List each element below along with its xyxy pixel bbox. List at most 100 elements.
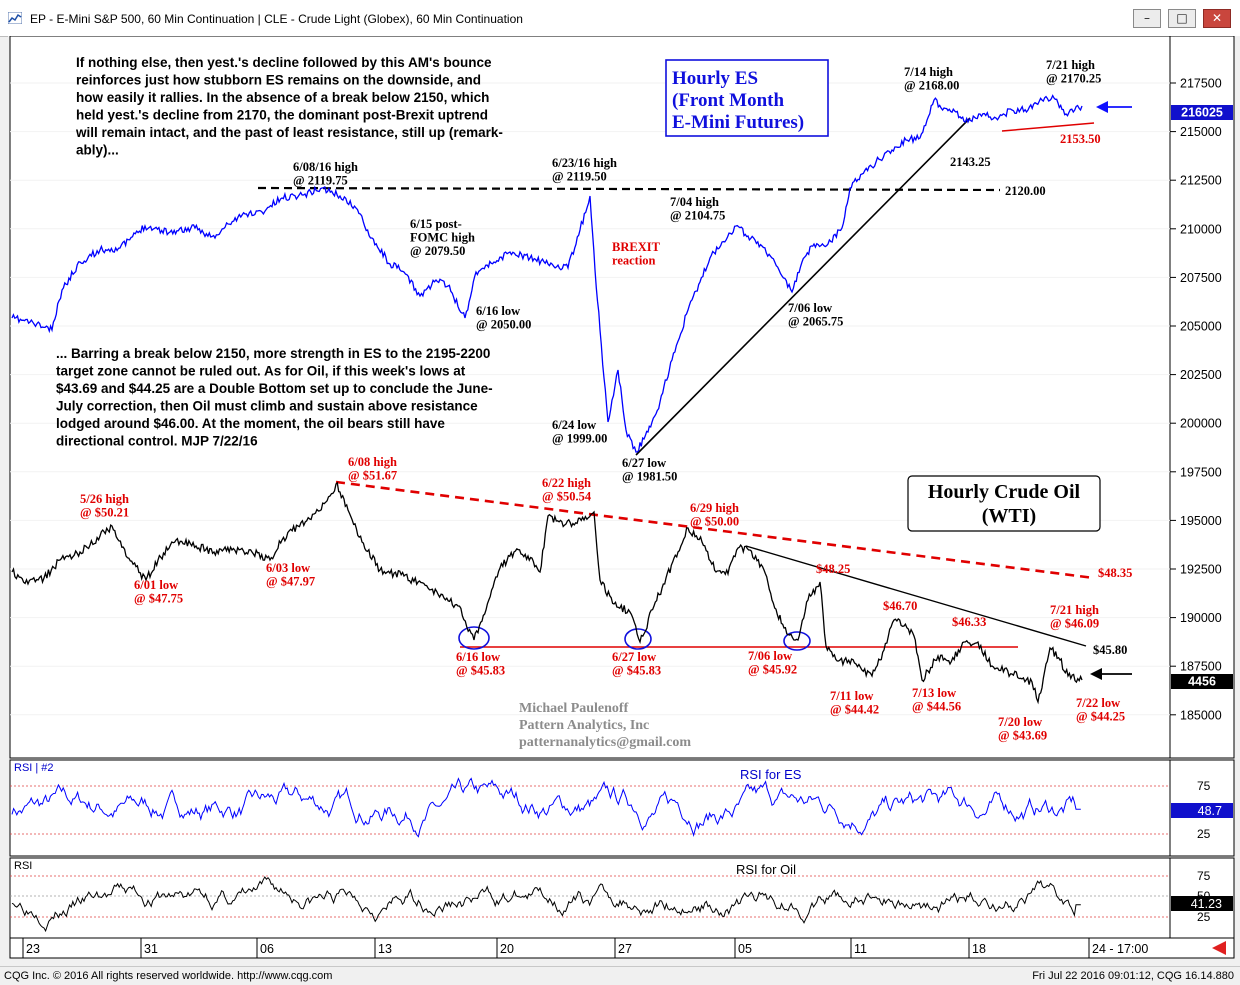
minimize-button[interactable]: – (1133, 9, 1161, 28)
commentary-bottom-line: lodged around $46.00. At the moment, the… (56, 416, 445, 431)
price-tick-label: 195000 (1180, 514, 1222, 528)
es-title-line-3: E-Mini Futures) (672, 112, 804, 133)
status-bar: CQG Inc. © 2016 All rights reserved worl… (0, 966, 1240, 985)
oil-annotations-label: $48.25 (816, 562, 850, 576)
oil-annotations-label: @ $46.09 (1050, 617, 1099, 631)
time-tick-label: 13 (378, 942, 392, 956)
rsi-oil-last: 41.23 (1191, 897, 1222, 911)
oil-title-line-2: (WTI) (982, 505, 1036, 527)
es-annotations-label: @ 1999.00 (552, 432, 607, 446)
rsi-es-pane[interactable] (9, 759, 1171, 857)
oil-near-term-downtrend-line (745, 545, 1087, 647)
price-axis (1169, 36, 1235, 759)
es-annotations-label: 2143.25 (950, 155, 991, 169)
es-title-line-1: Hourly ES (672, 68, 758, 89)
oil-annotations-label: 6/29 high (690, 501, 739, 515)
time-tick-label: 20 (500, 942, 514, 956)
rsi-oil-line (11, 876, 1081, 933)
window-title: EP - E-Mini S&P 500, 60 Min Continuation… (30, 12, 523, 26)
price-tick-label: 197500 (1180, 465, 1222, 479)
oil-price-line (11, 481, 1083, 705)
price-tick-label: 217500 (1180, 77, 1222, 91)
time-tick-label: 23 (26, 942, 40, 956)
es-price-line (11, 94, 1083, 453)
oil-downtrend-resistance-line (335, 480, 1095, 580)
price-tick-label: 202500 (1180, 368, 1222, 382)
oil-annotations-label: 7/22 low (1076, 696, 1120, 710)
watermark-line: Pattern Analytics, Inc (519, 718, 649, 733)
oil-title-line-1: Hourly Crude Oil (928, 481, 1081, 503)
es-annotations-label: @ 2119.50 (552, 170, 607, 184)
oil-annotations-label: @ $45.83 (612, 664, 661, 678)
es-annotations-label: @ 2168.00 (904, 79, 959, 93)
commentary-top: If nothing else, then yest.'s decline fo… (75, 55, 503, 158)
copyright-text: CQG Inc. © 2016 All rights reserved worl… (4, 970, 333, 982)
watermark-line: Michael Paulenoff (519, 701, 629, 716)
oil-last-arrow (1090, 668, 1132, 680)
oil-annotations-label: @ $45.83 (456, 664, 505, 678)
chart-canvas[interactable]: 2175002150002125002100002075002050002025… (0, 36, 1240, 966)
es-annotations-label: @ 2119.75 (293, 174, 348, 188)
time-tick-label: 27 (618, 942, 632, 956)
price-tick-label: 190000 (1180, 611, 1222, 625)
commentary-bottom-line: directional control. MJP 7/22/16 (56, 434, 258, 449)
oil-annotations-label: 7/21 high (1050, 603, 1099, 617)
oil-annotations-label: 6/27 low (612, 650, 656, 664)
rsi-es-level-75: 75 (1197, 779, 1211, 793)
commentary-bottom-line: target zone cannot be ruled out. As for … (56, 364, 466, 379)
restore-button[interactable]: □ (1168, 9, 1196, 28)
oil-annotations-label: @ $47.75 (134, 592, 183, 606)
price-tick-label: 200000 (1180, 417, 1222, 431)
es-annotations-label: @ 2104.75 (670, 209, 725, 223)
time-tick-label: 31 (144, 942, 158, 956)
es-annotations-label: @ 2170.25 (1046, 72, 1101, 86)
es-2120-resistance-line (257, 186, 1001, 192)
es-annotations-label: 7/21 high (1046, 58, 1095, 72)
commentary-top-line: how easily it rallies. In the absence of… (76, 90, 489, 105)
rsi-es-last: 48.7 (1198, 804, 1222, 818)
commentary-top-line: reinforces just how stubborn ES remains … (76, 73, 481, 88)
rsi-oil-last-flag (1171, 896, 1233, 911)
oil-6-27-low-circle (624, 628, 652, 650)
price-tick-label: 205000 (1180, 320, 1222, 334)
es-annotations-label: BREXIT (612, 240, 661, 254)
oil-annotations-label: 6/01 low (134, 578, 178, 592)
oil-last-price-flag (1171, 674, 1233, 689)
oil-annotations: 5/26 high@ $50.21 6/01 low@ $47.75 6/03 lo… (80, 455, 1132, 743)
oil-7-06-low-circle (783, 631, 811, 651)
oil-annotations-label: $46.33 (952, 615, 986, 629)
rsi-oil-label: RSI (14, 860, 32, 872)
time-tick-label: 18 (972, 942, 986, 956)
close-button[interactable]: ✕ (1203, 9, 1231, 28)
commentary-bottom: ... Barring a break below 2150, more str… (56, 346, 493, 449)
rsi-oil-level-75: 75 (1197, 869, 1211, 883)
timestamp-text: Fri Jul 22 2016 09:01:12, CQG 16.14.880 (1032, 970, 1234, 982)
oil-annotations-label: $45.80 (1093, 643, 1127, 657)
es-annotations-label: 6/27 low (622, 456, 666, 470)
time-axis (9, 937, 1235, 959)
price-pane[interactable] (9, 36, 1171, 759)
commentary-bottom-line: $43.69 and $44.25 are a Double Bottom se… (56, 381, 493, 396)
oil-annotations-label: 6/16 low (456, 650, 500, 664)
oil-title-box: Hourly Crude Oil (WTI) (907, 475, 1101, 532)
oil-6-16-low-circle (458, 626, 490, 650)
oil-annotations-label: @ $44.56 (912, 700, 961, 714)
commentary-bottom-line: ... Barring a break below 2150, more str… (56, 346, 490, 361)
es-annotations-label: 2153.50 (1060, 132, 1101, 146)
es-title-line-2: (Front Month (672, 90, 784, 111)
price-tick-label: 215000 (1180, 125, 1222, 139)
es-annotations-label: 2120.00 (1005, 184, 1046, 198)
es-uptrend-line (635, 117, 971, 456)
scroll-left-arrow-icon[interactable] (1212, 941, 1226, 955)
oil-annotations-label: 6/22 high (542, 476, 591, 490)
oil-annotations-label: @ $50.00 (690, 515, 739, 529)
oil-annotations-label: @ $45.92 (748, 663, 797, 677)
rsi-oil-pane[interactable] (9, 857, 1171, 939)
chart-app-icon (8, 12, 22, 24)
oil-annotations-label: @ $51.67 (348, 469, 397, 483)
time-tick-label: 11 (854, 942, 867, 956)
oil-annotations-label: $48.35 (1098, 566, 1132, 580)
oil-annotations-label: 7/11 low (830, 689, 873, 703)
commentary-top-line: held yest.'s decline from 2170, the domi… (76, 108, 488, 123)
